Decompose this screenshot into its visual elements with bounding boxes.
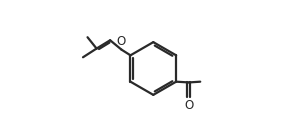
Text: O: O — [184, 99, 194, 112]
Text: O: O — [116, 35, 125, 48]
